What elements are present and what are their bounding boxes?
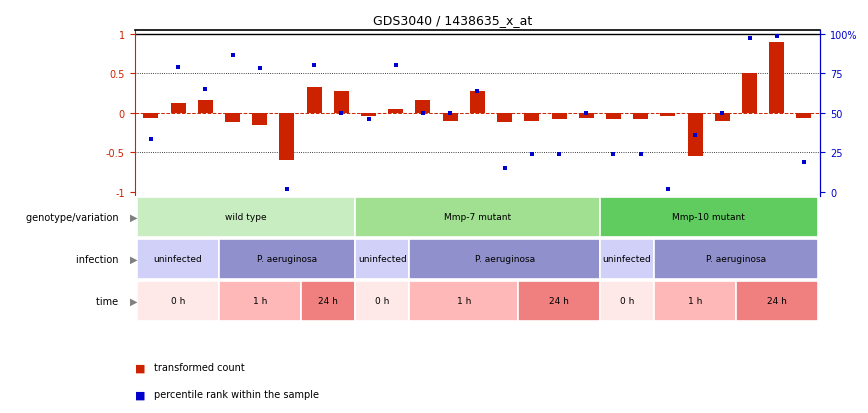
- Bar: [654, 239, 818, 279]
- Bar: [355, 239, 410, 279]
- Bar: [410, 281, 518, 321]
- Point: [253, 65, 266, 72]
- Point: [334, 110, 348, 117]
- Bar: [137, 281, 219, 321]
- Point: [199, 87, 213, 93]
- Bar: [518, 281, 600, 321]
- Bar: [279, 114, 294, 161]
- Bar: [225, 114, 240, 123]
- Point: [770, 34, 784, 40]
- Bar: [600, 281, 654, 321]
- Bar: [361, 114, 376, 116]
- Text: genotype/variation: genotype/variation: [26, 212, 122, 222]
- Text: 24 h: 24 h: [318, 297, 338, 306]
- Point: [144, 136, 158, 143]
- Bar: [171, 103, 186, 114]
- Point: [634, 151, 648, 158]
- Text: Mmp-10 mutant: Mmp-10 mutant: [672, 213, 745, 222]
- Bar: [600, 239, 654, 279]
- Point: [362, 116, 376, 123]
- Bar: [198, 101, 213, 114]
- Point: [444, 110, 457, 117]
- Bar: [300, 281, 355, 321]
- Bar: [661, 114, 675, 116]
- Bar: [551, 114, 567, 120]
- Bar: [137, 239, 219, 279]
- Point: [416, 110, 430, 117]
- Bar: [470, 91, 485, 114]
- Text: ▶: ▶: [130, 296, 138, 306]
- Text: percentile rank within the sample: percentile rank within the sample: [154, 389, 319, 399]
- Text: P. aeruginosa: P. aeruginosa: [475, 255, 535, 264]
- Text: 0 h: 0 h: [620, 297, 635, 306]
- Text: P. aeruginosa: P. aeruginosa: [706, 255, 766, 264]
- Point: [389, 63, 403, 69]
- Bar: [600, 197, 818, 237]
- Point: [579, 110, 593, 117]
- Bar: [606, 114, 621, 120]
- Point: [226, 52, 240, 59]
- Text: 1 h: 1 h: [457, 297, 471, 306]
- Text: ▶: ▶: [130, 212, 138, 222]
- Point: [470, 88, 484, 95]
- Bar: [769, 43, 784, 114]
- Text: uninfected: uninfected: [602, 255, 652, 264]
- Bar: [219, 239, 355, 279]
- Text: Mmp-7 mutant: Mmp-7 mutant: [444, 213, 511, 222]
- Point: [607, 151, 621, 158]
- Bar: [137, 197, 355, 237]
- Bar: [306, 88, 322, 114]
- Point: [661, 187, 674, 193]
- Bar: [355, 281, 410, 321]
- Bar: [497, 114, 512, 123]
- Text: ■: ■: [135, 363, 145, 373]
- Bar: [742, 74, 757, 114]
- Text: ▶: ▶: [130, 254, 138, 264]
- Bar: [654, 281, 736, 321]
- Text: 1 h: 1 h: [688, 297, 702, 306]
- Point: [742, 35, 756, 42]
- Text: P. aeruginosa: P. aeruginosa: [257, 255, 317, 264]
- Text: 24 h: 24 h: [549, 297, 569, 306]
- Bar: [416, 101, 431, 114]
- Text: time: time: [96, 296, 122, 306]
- Text: infection: infection: [76, 254, 122, 264]
- Text: wild type: wild type: [226, 213, 267, 222]
- Bar: [410, 239, 600, 279]
- Bar: [143, 114, 158, 118]
- Point: [715, 110, 729, 117]
- Text: uninfected: uninfected: [358, 255, 406, 264]
- Text: 1 h: 1 h: [253, 297, 266, 306]
- Text: ■: ■: [135, 389, 145, 399]
- Bar: [443, 114, 457, 121]
- Bar: [219, 281, 300, 321]
- Point: [552, 151, 566, 158]
- Point: [688, 132, 702, 139]
- Bar: [797, 114, 812, 118]
- Point: [525, 151, 539, 158]
- Text: transformed count: transformed count: [154, 363, 245, 373]
- Bar: [579, 114, 594, 118]
- Point: [797, 159, 811, 166]
- Bar: [524, 114, 539, 121]
- Bar: [253, 114, 267, 125]
- Bar: [633, 114, 648, 120]
- Point: [280, 187, 294, 193]
- Bar: [355, 197, 600, 237]
- Bar: [334, 92, 349, 114]
- Text: GDS3040 / 1438635_x_at: GDS3040 / 1438635_x_at: [373, 14, 532, 27]
- Text: uninfected: uninfected: [154, 255, 202, 264]
- Text: 0 h: 0 h: [171, 297, 185, 306]
- Text: 24 h: 24 h: [766, 297, 786, 306]
- Point: [171, 64, 185, 71]
- Bar: [687, 114, 702, 157]
- Bar: [736, 281, 818, 321]
- Bar: [388, 109, 404, 114]
- Point: [307, 63, 321, 69]
- Text: 0 h: 0 h: [375, 297, 390, 306]
- Bar: [715, 114, 730, 121]
- Point: [497, 166, 511, 172]
